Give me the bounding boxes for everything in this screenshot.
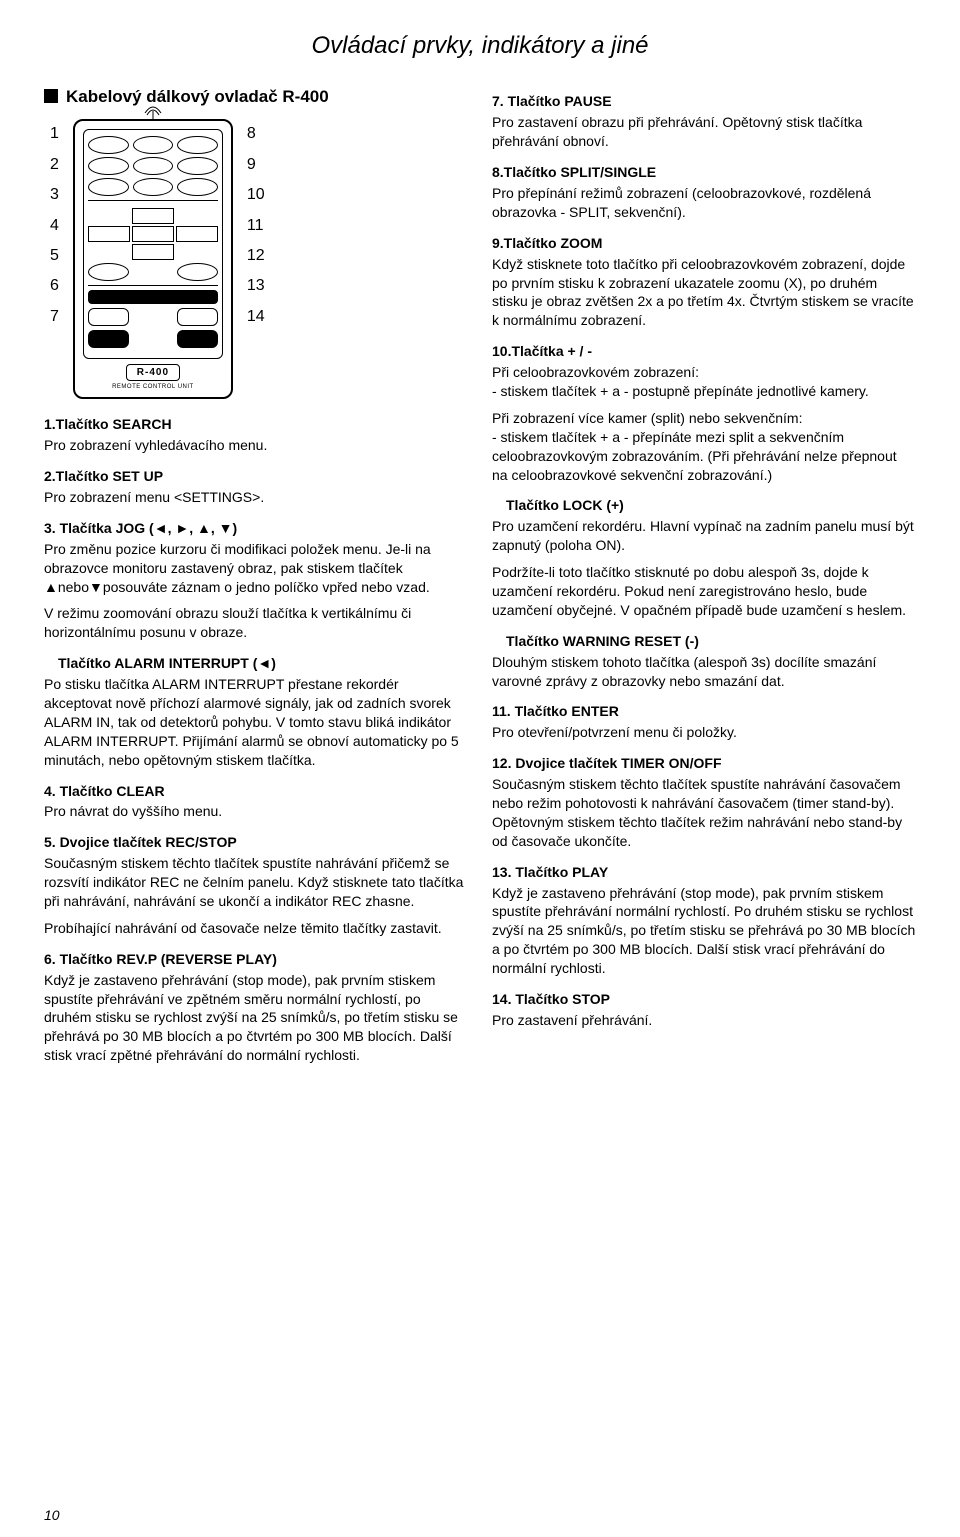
item-paragraph: Když je zastaveno přehrávání (stop mode)…	[44, 971, 468, 1065]
item-heading: 11. Tlačítko ENTER	[492, 702, 916, 721]
callout-num: 4	[50, 211, 59, 241]
item-paragraph: V režimu zoomování obrazu slouží tlačítk…	[44, 604, 468, 642]
item-paragraph: Když je zastaveno přehrávání (stop mode)…	[492, 884, 916, 978]
item-paragraph: Pro zobrazení vyhledávacího menu.	[44, 436, 468, 455]
item-heading: 1.Tlačítko SEARCH	[44, 415, 468, 434]
remote-model: R-400	[126, 364, 180, 382]
item-heading: Tlačítko LOCK (+)	[506, 496, 916, 515]
remote-figure: 1 2 3 4 5 6 7	[50, 119, 468, 399]
item-heading: 5. Dvojice tlačítek REC/STOP	[44, 833, 468, 852]
left-column: Kabelový dálkový ovladač R-400 1 2 3 4 5…	[44, 80, 468, 1073]
page-number: 10	[44, 1506, 60, 1525]
callout-num: 11	[247, 211, 265, 241]
item-heading: Tlačítko ALARM INTERRUPT (◄)	[58, 654, 468, 673]
callout-numbers-right: 8 9 10 11 12 13 14	[247, 119, 265, 332]
item-paragraph: Při zobrazení více kamer (split) nebo se…	[492, 409, 916, 485]
callout-num: 2	[50, 150, 59, 180]
item-paragraph: Probíhající nahrávání od časovače nelze …	[44, 919, 468, 938]
callout-num: 14	[247, 302, 265, 332]
left-body: 1.Tlačítko SEARCH Pro zobrazení vyhledáva…	[44, 415, 468, 1065]
right-column: 7. Tlačítko PAUSE Pro zastavení obrazu př…	[492, 80, 916, 1073]
item-heading: Tlačítko WARNING RESET (-)	[506, 632, 916, 651]
item-heading: 12. Dvojice tlačítek TIMER ON/OFF	[492, 754, 916, 773]
callout-num: 1	[50, 119, 59, 149]
callout-num: 5	[50, 241, 59, 271]
item-paragraph: Pro návrat do vyššího menu.	[44, 802, 468, 821]
item-heading: 9.Tlačítko ZOOM	[492, 234, 916, 253]
two-column-layout: Kabelový dálkový ovladač R-400 1 2 3 4 5…	[44, 80, 916, 1073]
item-paragraph: Pro zastavení přehrávání.	[492, 1011, 916, 1030]
callout-num: 13	[247, 271, 265, 301]
callout-num: 10	[247, 180, 265, 210]
callout-num: 12	[247, 241, 265, 271]
item-paragraph: Současným stiskem těchto tlačítek spustí…	[44, 854, 468, 911]
item-paragraph: Dlouhým stiskem tohoto tlačítka (alespoň…	[492, 653, 916, 691]
item-paragraph: Když stisknete toto tlačítko při celoobr…	[492, 255, 916, 331]
callout-numbers-left: 1 2 3 4 5 6 7	[50, 119, 59, 332]
item-heading: 14. Tlačítko STOP	[492, 990, 916, 1009]
item-paragraph: Při celoobrazovkovém zobrazení: - stiske…	[492, 363, 916, 401]
item-paragraph: Po stisku tlačítka ALARM INTERRUPT přest…	[44, 675, 468, 769]
item-heading: 10.Tlačítka + / -	[492, 342, 916, 361]
item-paragraph: Podržíte-li toto tlačítko stisknuté po d…	[492, 563, 916, 620]
item-heading: 6. Tlačítko REV.P (REVERSE PLAY)	[44, 950, 468, 969]
callout-num: 9	[247, 150, 265, 180]
item-paragraph: Pro zastavení obrazu při přehrávání. Opě…	[492, 113, 916, 151]
callout-num: 8	[247, 119, 265, 149]
remote-subtitle: REMOTE CONTROL UNIT	[75, 383, 231, 391]
document-title: Ovládací prvky, indikátory a jiné	[44, 30, 916, 62]
callout-num: 6	[50, 271, 59, 301]
item-paragraph: Pro uzamčení rekordéru. Hlavní vypínač n…	[492, 517, 916, 555]
item-paragraph: Pro změnu pozice kurzoru či modifikaci p…	[44, 540, 468, 597]
item-paragraph: Současným stiskem těchto tlačítek spustí…	[492, 775, 916, 851]
antenna-icon	[141, 103, 165, 119]
item-heading: 8.Tlačítko SPLIT/SINGLE	[492, 163, 916, 182]
item-heading: 2.Tlačítko SET UP	[44, 467, 468, 486]
item-heading: 3. Tlačítka JOG (◄, ►, ▲, ▼)	[44, 519, 468, 538]
item-heading: 13. Tlačítko PLAY	[492, 863, 916, 882]
callout-num: 3	[50, 180, 59, 210]
bullet-square-icon	[44, 89, 58, 103]
left-heading: Kabelový dálkový ovladač R-400	[44, 86, 468, 109]
page: Ovládací prvky, indikátory a jiné Kabelo…	[0, 0, 960, 1537]
item-heading: 4. Tlačítko CLEAR	[44, 782, 468, 801]
item-heading: 7. Tlačítko PAUSE	[492, 92, 916, 111]
item-paragraph: Pro zobrazení menu <SETTINGS>.	[44, 488, 468, 507]
left-heading-text: Kabelový dálkový ovladač R-400	[66, 87, 329, 106]
item-paragraph: Pro přepínání režimů zobrazení (celoobra…	[492, 184, 916, 222]
item-paragraph: Pro otevření/potvrzení menu či položky.	[492, 723, 916, 742]
remote-illustration: R-400 REMOTE CONTROL UNIT	[73, 119, 233, 399]
callout-num: 7	[50, 302, 59, 332]
